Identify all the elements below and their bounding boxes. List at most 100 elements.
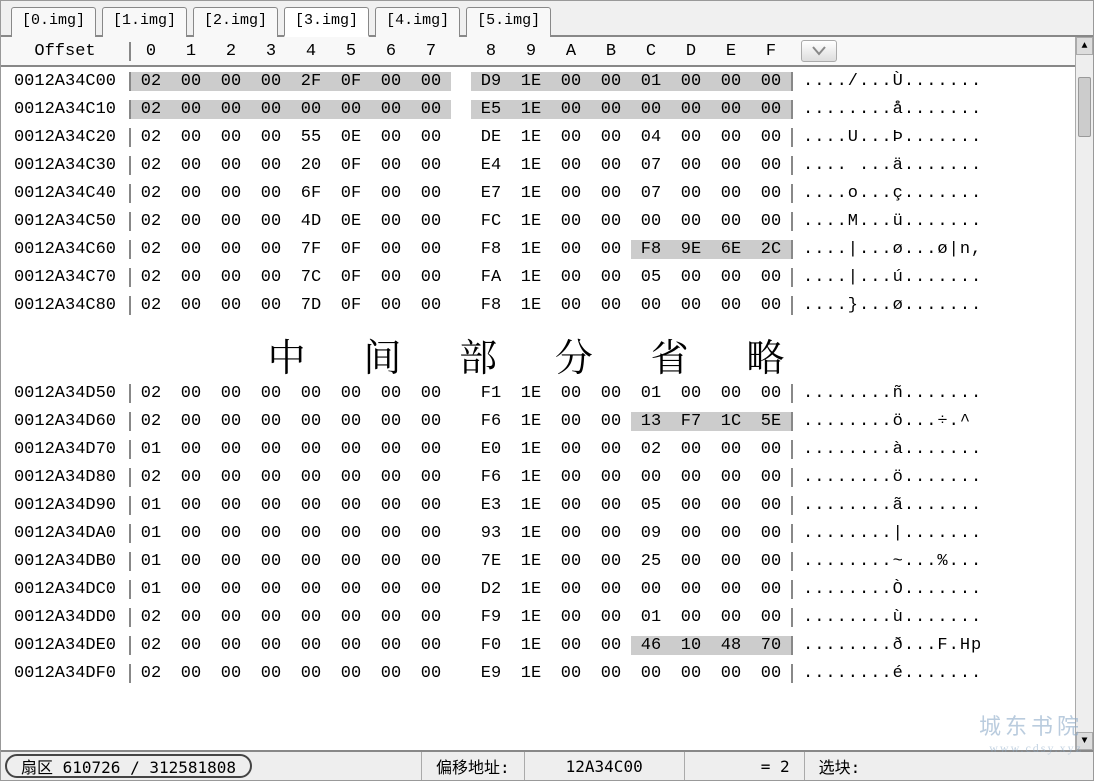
byte-cell[interactable]: 7F [291, 240, 331, 259]
byte-cell[interactable]: 00 [711, 440, 751, 459]
byte-cell[interactable]: 0F [331, 184, 371, 203]
byte-cell[interactable]: 1E [511, 524, 551, 543]
byte-cell[interactable]: 00 [591, 100, 631, 119]
byte-cell[interactable]: F0 [471, 636, 511, 655]
byte-cell[interactable]: 00 [411, 552, 451, 571]
byte-cell[interactable]: 00 [291, 384, 331, 403]
byte-cell[interactable]: 00 [591, 636, 631, 655]
byte-cell[interactable]: D2 [471, 580, 511, 599]
byte-cell[interactable]: 01 [131, 580, 171, 599]
byte-cell[interactable]: 00 [551, 72, 591, 91]
byte-cell[interactable]: DE [471, 128, 511, 147]
byte-cell[interactable]: 00 [251, 72, 291, 91]
byte-cell[interactable]: 00 [371, 496, 411, 515]
byte-cell[interactable]: 02 [131, 268, 171, 287]
byte-cell[interactable]: 1E [511, 128, 551, 147]
byte-cell[interactable]: FC [471, 212, 511, 231]
byte-cell[interactable]: E0 [471, 440, 511, 459]
byte-cell[interactable]: 00 [551, 496, 591, 515]
byte-cell[interactable]: 00 [291, 664, 331, 683]
byte-cell[interactable]: 00 [291, 468, 331, 487]
byte-cell[interactable]: 00 [211, 440, 251, 459]
byte-cell[interactable]: 00 [411, 184, 451, 203]
tab-4[interactable]: [4.img] [375, 7, 460, 37]
byte-cell[interactable]: 00 [591, 412, 631, 431]
byte-cell[interactable]: 1E [511, 384, 551, 403]
byte-cell[interactable]: 00 [671, 496, 711, 515]
byte-cell[interactable]: 05 [631, 268, 671, 287]
byte-cell[interactable]: 00 [291, 608, 331, 627]
byte-cell[interactable]: 00 [371, 664, 411, 683]
byte-cell[interactable]: 00 [551, 580, 591, 599]
byte-cell[interactable]: 01 [131, 552, 171, 571]
byte-cell[interactable]: 00 [631, 212, 671, 231]
byte-cell[interactable]: 00 [371, 100, 411, 119]
byte-cell[interactable]: 00 [751, 128, 791, 147]
byte-cell[interactable]: E3 [471, 496, 511, 515]
byte-cell[interactable]: 00 [251, 580, 291, 599]
byte-cell[interactable]: 00 [631, 664, 671, 683]
byte-cell[interactable]: 00 [171, 72, 211, 91]
byte-cell[interactable]: 00 [551, 240, 591, 259]
byte-cell[interactable]: 00 [751, 468, 791, 487]
byte-cell[interactable]: 01 [631, 608, 671, 627]
byte-cell[interactable]: 1E [511, 100, 551, 119]
byte-cell[interactable]: F6 [471, 412, 511, 431]
byte-cell[interactable]: 00 [171, 128, 211, 147]
byte-cell[interactable]: F8 [471, 240, 511, 259]
hex-row[interactable]: 0012A34C70020000007C0F0000FA1E0000050000… [1, 263, 1075, 291]
byte-cell[interactable]: 02 [131, 184, 171, 203]
byte-cell[interactable]: 1E [511, 636, 551, 655]
byte-cell[interactable]: 00 [171, 156, 211, 175]
byte-cell[interactable]: 00 [551, 440, 591, 459]
hex-row[interactable]: 0012A34C50020000004D0E0000FC1E0000000000… [1, 207, 1075, 235]
byte-cell[interactable]: 00 [671, 440, 711, 459]
byte-cell[interactable]: 00 [551, 156, 591, 175]
byte-cell[interactable]: 00 [371, 184, 411, 203]
byte-cell[interactable]: 00 [171, 552, 211, 571]
byte-cell[interactable]: 00 [751, 608, 791, 627]
byte-cell[interactable]: 02 [131, 468, 171, 487]
byte-cell[interactable]: 00 [591, 608, 631, 627]
byte-cell[interactable]: 00 [751, 156, 791, 175]
hex-row[interactable]: 0012A34DB001000000000000007E1E0000250000… [1, 547, 1075, 575]
byte-cell[interactable]: 00 [551, 128, 591, 147]
byte-cell[interactable]: 00 [411, 72, 451, 91]
byte-cell[interactable]: 00 [251, 468, 291, 487]
byte-cell[interactable]: 00 [251, 524, 291, 543]
byte-cell[interactable]: 00 [171, 468, 211, 487]
tab-1[interactable]: [1.img] [102, 7, 187, 37]
byte-cell[interactable]: 00 [711, 664, 751, 683]
byte-cell[interactable]: 02 [131, 412, 171, 431]
byte-cell[interactable]: 00 [331, 524, 371, 543]
byte-cell[interactable]: 00 [371, 240, 411, 259]
byte-cell[interactable]: 00 [331, 552, 371, 571]
byte-cell[interactable]: 7C [291, 268, 331, 287]
byte-cell[interactable]: 00 [591, 580, 631, 599]
byte-cell[interactable]: 00 [331, 664, 371, 683]
byte-cell[interactable]: 00 [171, 296, 211, 315]
byte-cell[interactable]: 00 [671, 580, 711, 599]
byte-cell[interactable]: 00 [411, 524, 451, 543]
byte-cell[interactable]: 00 [411, 212, 451, 231]
byte-cell[interactable]: 00 [331, 468, 371, 487]
byte-cell[interactable]: 00 [251, 608, 291, 627]
byte-cell[interactable]: 00 [371, 552, 411, 571]
byte-cell[interactable]: 02 [131, 608, 171, 627]
byte-cell[interactable]: 1E [511, 468, 551, 487]
byte-cell[interactable]: 00 [371, 412, 411, 431]
byte-cell[interactable]: 00 [371, 72, 411, 91]
byte-cell[interactable]: 00 [751, 212, 791, 231]
byte-cell[interactable]: 1E [511, 268, 551, 287]
byte-cell[interactable]: 00 [171, 496, 211, 515]
byte-cell[interactable]: 00 [411, 156, 451, 175]
byte-cell[interactable]: E5 [471, 100, 511, 119]
byte-cell[interactable]: 00 [211, 184, 251, 203]
byte-cell[interactable]: 1E [511, 240, 551, 259]
hex-row[interactable]: 0012A34DF00200000000000000E91E0000000000… [1, 659, 1075, 687]
byte-cell[interactable]: 00 [251, 440, 291, 459]
byte-cell[interactable]: 05 [631, 496, 671, 515]
vertical-scrollbar[interactable]: ▲ ▼ [1075, 37, 1093, 750]
byte-cell[interactable]: 00 [551, 100, 591, 119]
byte-cell[interactable]: F1 [471, 384, 511, 403]
